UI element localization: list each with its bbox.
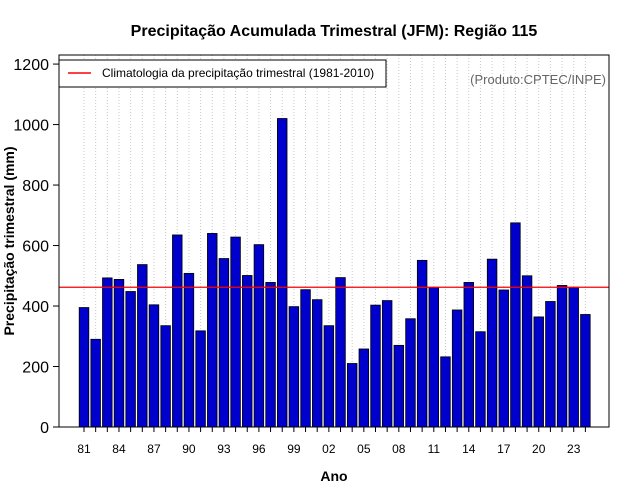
bar-2008 bbox=[393, 344, 405, 428]
bar-2000 bbox=[300, 289, 311, 428]
y-tick-label: 1200 bbox=[13, 57, 49, 74]
bar-2023 bbox=[568, 286, 579, 428]
bar-1998 bbox=[277, 118, 288, 428]
bar-2018 bbox=[510, 222, 521, 428]
bar-1994 bbox=[230, 236, 241, 428]
bar-2011 bbox=[428, 287, 440, 428]
x-axis-label: Ano bbox=[320, 468, 347, 484]
bar-2002 bbox=[323, 325, 335, 428]
x-tick-label: 84 bbox=[112, 442, 126, 456]
bar-1986 bbox=[137, 264, 148, 428]
grid-lines bbox=[83, 55, 586, 427]
bar-2003 bbox=[335, 277, 346, 428]
chart-title: Precipitação Acumulada Trimestral (JFM):… bbox=[131, 23, 538, 40]
x-tick-label: 20 bbox=[532, 442, 546, 456]
y-tick-label: 400 bbox=[22, 299, 49, 316]
legend-box bbox=[58, 59, 387, 88]
bar-2020 bbox=[533, 316, 544, 428]
bar-1995 bbox=[242, 275, 253, 428]
bar-2024 bbox=[580, 314, 591, 428]
x-tick-label: 87 bbox=[147, 442, 161, 456]
x-tick-label: 93 bbox=[217, 442, 231, 456]
bar-1984 bbox=[113, 279, 125, 428]
bar-2001 bbox=[311, 299, 323, 428]
bar-1983 bbox=[102, 277, 113, 428]
bar-2014 bbox=[463, 282, 474, 428]
bar-2021 bbox=[545, 301, 556, 428]
y-axis-ticks: 0 200 400 600 800 1000 1200 bbox=[13, 57, 59, 437]
x-tick-label: 11 bbox=[428, 442, 441, 456]
x-tick-label: 90 bbox=[182, 442, 196, 456]
bar-2005 bbox=[358, 348, 370, 428]
y-tick-label: 600 bbox=[22, 239, 49, 256]
x-tick-label: 17 bbox=[497, 442, 511, 456]
plot-frame bbox=[58, 54, 610, 428]
bar-2013 bbox=[451, 309, 463, 428]
bar-1991 bbox=[195, 330, 206, 428]
bar-1992 bbox=[207, 233, 218, 428]
bar-2016 bbox=[486, 258, 498, 428]
x-tick-label: 05 bbox=[357, 442, 371, 456]
bar-1982 bbox=[90, 338, 101, 428]
x-tick-label: 23 bbox=[567, 442, 581, 456]
y-tick-label: 800 bbox=[22, 178, 49, 195]
bars bbox=[78, 118, 591, 428]
credit-text: (Produto:CPTEC/INPE) bbox=[470, 72, 606, 87]
bar-1996 bbox=[253, 244, 265, 428]
x-tick-label: 02 bbox=[322, 442, 336, 456]
bar-2009 bbox=[405, 318, 416, 428]
x-axis-ticks: 81 84 87 90 93 96 99 02 05 08 11 14 17 20 23 bbox=[77, 427, 586, 456]
y-tick-label: 1000 bbox=[13, 118, 49, 135]
bar-1987 bbox=[148, 304, 160, 428]
bar-1989 bbox=[172, 234, 183, 428]
x-tick-label: 81 bbox=[77, 442, 91, 456]
y-tick-label: 200 bbox=[22, 360, 49, 377]
legend-label: Climatologia da precipitação trimestral … bbox=[102, 66, 374, 80]
bar-1993 bbox=[218, 258, 230, 428]
bar-2004 bbox=[346, 363, 358, 428]
bar-2022 bbox=[556, 285, 568, 428]
bar-1988 bbox=[160, 325, 171, 428]
bar-2006 bbox=[370, 304, 381, 428]
bar-2007 bbox=[381, 300, 393, 428]
x-tick-label: 99 bbox=[287, 442, 301, 456]
bar-2012 bbox=[440, 356, 451, 428]
x-tick-label: 14 bbox=[462, 442, 476, 456]
bar-1999 bbox=[288, 306, 300, 428]
bar-1990 bbox=[183, 272, 195, 428]
y-tick-label: 0 bbox=[40, 420, 49, 437]
bar-2017 bbox=[498, 289, 509, 428]
y-axis-label: Precipitação trimestral (mm) bbox=[1, 146, 17, 335]
bar-2010 bbox=[416, 259, 428, 428]
bar-1997 bbox=[265, 282, 276, 428]
legend: Climatologia da precipitação trimestral … bbox=[58, 59, 387, 88]
bar-1981 bbox=[78, 307, 90, 428]
bar-2015 bbox=[475, 331, 486, 428]
x-tick-label: 96 bbox=[252, 442, 266, 456]
x-tick-label: 08 bbox=[392, 442, 406, 456]
bar-2019 bbox=[521, 275, 533, 428]
bar-1985 bbox=[125, 291, 136, 428]
